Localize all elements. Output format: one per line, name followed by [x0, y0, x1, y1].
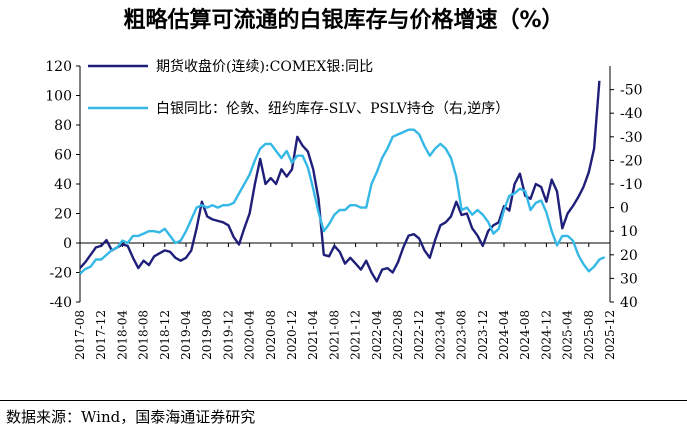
left-tick-label: -40 [49, 295, 72, 311]
left-tick-label: 60 [54, 148, 72, 164]
right-tick-label: 40 [620, 295, 638, 311]
right-tick-label: 30 [620, 271, 638, 287]
left-tick-label: 40 [54, 177, 72, 193]
x-tick-label: 2018-04 [115, 310, 129, 360]
x-tick-label: 2023-04 [433, 310, 447, 360]
chart-title: 粗略估算可流通的白银库存与价格增速（%） [123, 8, 564, 33]
right-tick-label: 10 [620, 224, 638, 240]
source-note: 数据来源：Wind，国泰海通证券研究 [6, 408, 256, 426]
x-tick-label: 2024-08 [518, 310, 532, 360]
left-tick-label: 120 [45, 59, 72, 75]
right-tick-label: -10 [620, 177, 643, 193]
right-tick-label: 0 [620, 201, 629, 217]
x-tick-label: 2020-04 [243, 310, 257, 360]
x-tick-label: 2024-12 [539, 310, 553, 360]
right-tick-label: -50 [620, 83, 643, 99]
left-tick-label: 0 [63, 236, 72, 252]
left-tick-label: -20 [49, 266, 72, 282]
x-tick-label: 2020-08 [264, 310, 278, 360]
x-tick-label: 2024-04 [497, 310, 511, 360]
x-tick-label: 2019-12 [221, 310, 235, 360]
series-comex-silver-yoy-line [79, 80, 601, 283]
right-tick-label: -20 [620, 153, 643, 169]
legend-label: 白银同比：伦敦、纽约库存-SLV、PSLV持仓（右,逆序） [156, 101, 509, 117]
x-tick-label: 2018-12 [158, 310, 172, 360]
x-tick-label: 2023-08 [455, 310, 469, 360]
x-tick-label: 2022-08 [391, 310, 405, 360]
series-silver-inventory-yoy-line [79, 128, 606, 275]
x-tick-label: 2017-12 [94, 310, 108, 360]
left-tick-label: 100 [45, 89, 72, 105]
right-tick-label: 20 [620, 248, 638, 264]
left-tick-label: 80 [54, 118, 72, 134]
x-tick-label: 2019-08 [200, 310, 214, 360]
x-tick-label: 2022-04 [370, 310, 384, 360]
x-tick-label: 2022-12 [412, 310, 426, 360]
x-tick-label: 2025-08 [582, 310, 596, 360]
x-tick-label: 2017-08 [73, 310, 87, 360]
left-tick-label: 20 [54, 207, 72, 223]
x-tick-label: 2018-08 [137, 310, 151, 360]
x-tick-label: 2021-12 [349, 310, 363, 360]
footer-rule [0, 400, 687, 401]
x-tick-label: 2020-12 [285, 310, 299, 360]
right-tick-label: -30 [620, 130, 643, 146]
right-tick-label: -40 [620, 106, 643, 122]
x-tick-label: 2021-08 [327, 310, 341, 360]
x-tick-label: 2021-04 [306, 310, 320, 360]
legend-label: 期货收盘价(连续):COMEX银:同比 [156, 58, 373, 75]
x-tick-label: 2025-04 [561, 310, 575, 360]
x-tick-label: 2025-12 [603, 310, 617, 360]
x-tick-label: 2019-04 [179, 310, 193, 360]
x-tick-label: 2023-12 [476, 310, 490, 360]
